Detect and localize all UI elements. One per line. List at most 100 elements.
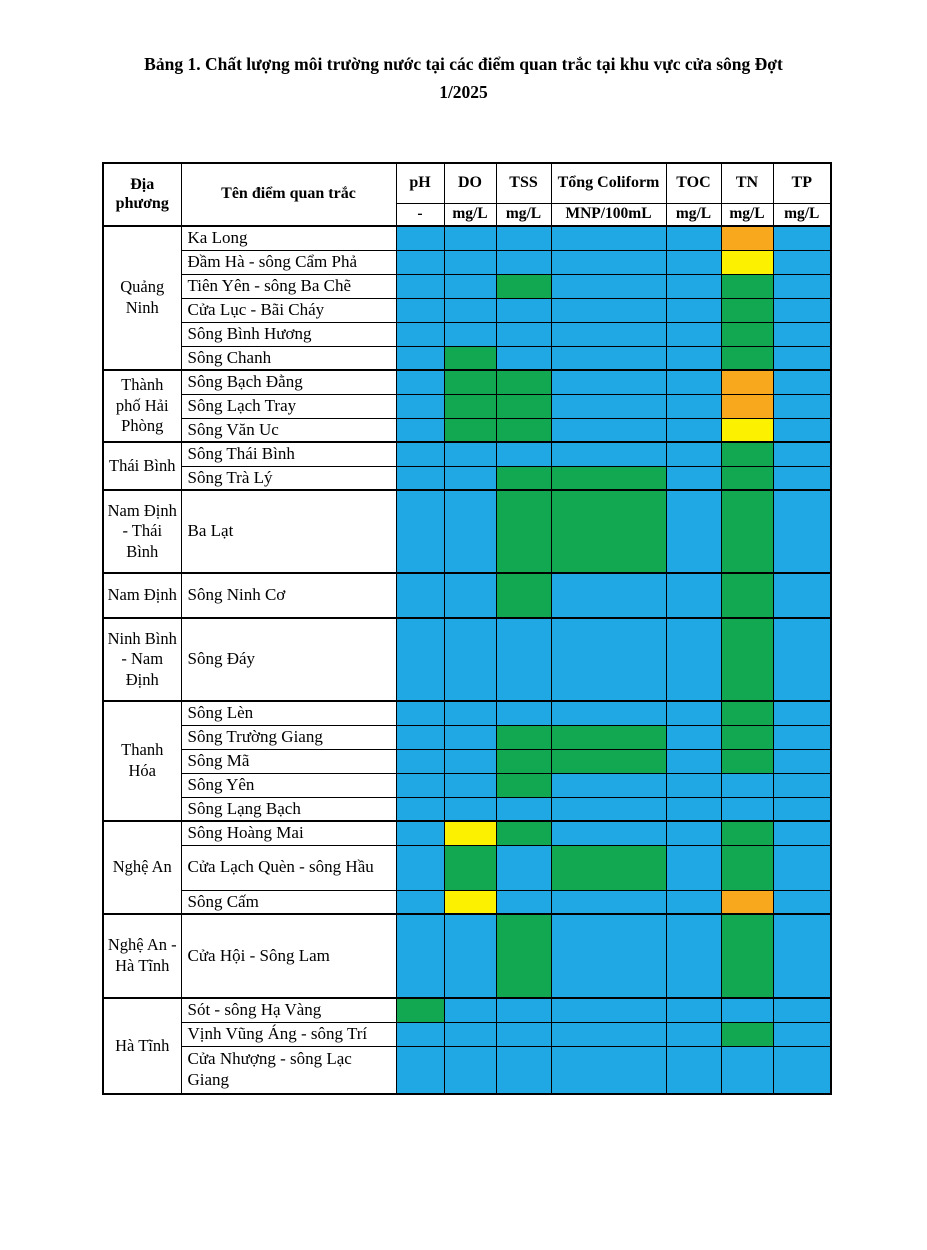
site-name-cell: Đầm Hà - sông Cẩm Phả <box>180 249 397 275</box>
value-cell-ph <box>395 225 445 251</box>
value-cell-toc <box>665 249 722 275</box>
value-cell-toc <box>665 889 722 915</box>
value-cell-do <box>443 617 497 702</box>
value-cell-toc <box>665 225 722 251</box>
value-cell-coliform <box>550 321 667 347</box>
value-cell-tp <box>772 820 832 846</box>
value-cell-coliform <box>550 913 667 999</box>
value-cell-tn <box>720 617 774 702</box>
header-toc: TOC <box>665 162 722 204</box>
value-cell-tss <box>495 1045 552 1095</box>
value-cell-tp <box>772 1021 832 1047</box>
unit-tp: mg/L <box>772 202 832 227</box>
table-row: Ninh Bình - Nam Định Sông Đáy <box>102 617 832 702</box>
value-cell-tn <box>720 465 774 491</box>
value-cell-tn <box>720 820 774 846</box>
site-name-cell: Sông Bạch Đằng <box>180 369 397 395</box>
site-name-cell: Cửa Hội - Sông Lam <box>180 913 397 999</box>
site-name-cell: Sông Văn Uc <box>180 417 397 443</box>
table-row: Hà Tĩnh Sót - sông Hạ Vàng <box>102 997 832 1095</box>
value-cell-ph <box>395 700 445 726</box>
value-cell-tn <box>720 844 774 891</box>
header-coliform: Tổng Coliform <box>550 162 667 204</box>
value-cell-do <box>443 489 497 574</box>
locality-cell: Thái Bình <box>102 441 182 491</box>
value-cell-ph <box>395 345 445 371</box>
value-cell-ph <box>395 393 445 419</box>
value-cell-tn <box>720 441 774 467</box>
locality-cell: Nam Định - Thái Bình <box>102 489 182 574</box>
value-cell-tp <box>772 297 832 323</box>
table-row: Nam Định - Thái Bình Ba Lạt <box>102 489 832 574</box>
table-row: Sông Lạng Bạch <box>103 796 832 822</box>
value-cell-toc <box>665 700 722 726</box>
unit-tss: mg/L <box>495 202 552 227</box>
site-name-cell: Sông Lạch Tray <box>180 393 397 419</box>
table-row: Sông Chanh <box>103 345 832 371</box>
value-cell-tn <box>720 297 774 323</box>
value-cell-toc <box>665 820 722 846</box>
value-cell-tss <box>495 700 552 726</box>
value-cell-tp <box>772 369 832 395</box>
value-cell-do <box>443 393 497 419</box>
value-cell-tn <box>720 321 774 347</box>
value-cell-coliform <box>550 889 667 915</box>
site-name-cell: Sông Trà Lý <box>180 465 397 491</box>
value-cell-ph <box>395 297 445 323</box>
value-cell-coliform <box>550 393 667 419</box>
value-cell-tn <box>720 1045 774 1095</box>
table-row: Nghệ An - Hà Tĩnh Cửa Hội - Sông Lam <box>102 913 832 999</box>
value-cell-tp <box>772 772 832 798</box>
value-cell-tss <box>495 417 552 443</box>
value-cell-tn <box>720 572 774 619</box>
value-cell-tp <box>772 249 832 275</box>
value-cell-ph <box>395 273 445 299</box>
value-cell-toc <box>665 913 722 999</box>
table-row: Tiên Yên - sông Ba Chẽ <box>103 273 832 299</box>
value-cell-coliform <box>550 748 667 774</box>
value-cell-coliform <box>550 772 667 798</box>
unit-toc: mg/L <box>665 202 722 227</box>
value-cell-tss <box>495 489 552 574</box>
table-title: Bảng 1. Chất lượng môi trường nước tại c… <box>144 54 783 102</box>
unit-do: mg/L <box>443 202 497 227</box>
value-cell-coliform <box>550 617 667 702</box>
site-name-cell: Sông Thái Bình <box>180 441 397 467</box>
value-cell-tss <box>495 913 552 999</box>
value-cell-toc <box>665 1021 722 1047</box>
site-name-cell: Vịnh Vũng Áng - sông Trí <box>180 1021 397 1047</box>
locality-cell: Nghệ An <box>102 820 182 915</box>
value-cell-do <box>443 465 497 491</box>
value-cell-tn <box>720 345 774 371</box>
locality-cell: Nghệ An - Hà Tĩnh <box>102 913 182 999</box>
value-cell-coliform <box>550 249 667 275</box>
value-cell-tn <box>720 913 774 999</box>
value-cell-do <box>443 796 497 822</box>
value-cell-tss <box>495 844 552 891</box>
value-cell-ph <box>395 249 445 275</box>
header-do: DO <box>443 162 497 204</box>
value-cell-coliform <box>550 345 667 371</box>
locality-cell: Hà Tĩnh <box>102 997 182 1095</box>
value-cell-ph <box>395 1045 445 1095</box>
value-cell-ph <box>395 724 445 750</box>
value-cell-coliform <box>550 465 667 491</box>
value-cell-coliform <box>550 1045 667 1095</box>
table-row: Sông Mã <box>103 748 832 774</box>
site-name-cell: Ka Long <box>180 225 397 251</box>
value-cell-tss <box>495 465 552 491</box>
value-cell-ph <box>395 820 445 846</box>
value-cell-tp <box>772 748 832 774</box>
value-cell-tp <box>772 724 832 750</box>
value-cell-coliform <box>550 796 667 822</box>
value-cell-tss <box>495 889 552 915</box>
value-cell-coliform <box>550 297 667 323</box>
value-cell-coliform <box>550 997 667 1023</box>
value-cell-tp <box>772 796 832 822</box>
value-cell-ph <box>395 572 445 619</box>
value-cell-coliform <box>550 489 667 574</box>
value-cell-tp <box>772 844 832 891</box>
value-cell-tp <box>772 1045 832 1095</box>
value-cell-coliform <box>550 820 667 846</box>
value-cell-tss <box>495 796 552 822</box>
